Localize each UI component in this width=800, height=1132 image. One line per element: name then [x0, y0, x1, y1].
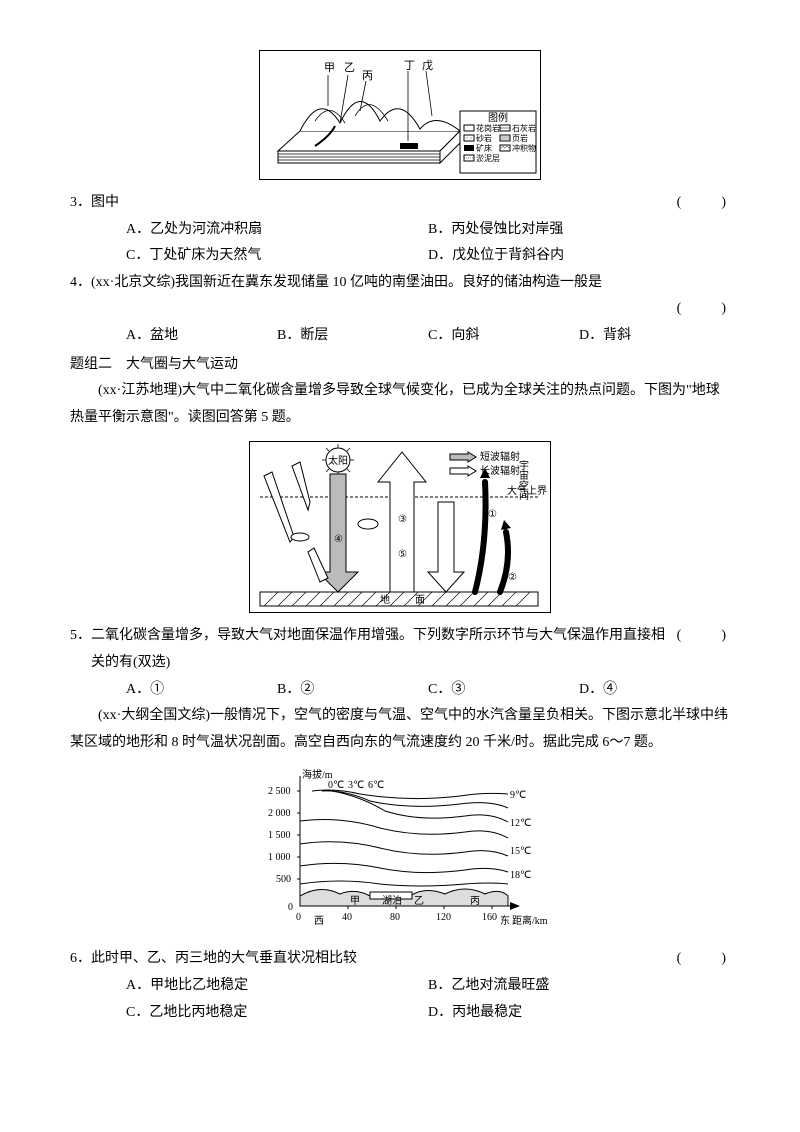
- q3-option-b: B．丙处侵蚀比对岸强: [428, 217, 730, 244]
- q3-answer-box: ( ): [677, 190, 730, 217]
- q6-option-c: C．乙地比丙地稳定: [126, 1000, 428, 1027]
- q6-text: 此时甲、乙、丙三地的大气垂直状况相比较: [91, 946, 677, 973]
- q5-option-c: C．③: [428, 677, 579, 704]
- svg-text:图例: 图例: [488, 111, 508, 124]
- svg-text:6℃: 6℃: [368, 780, 384, 791]
- svg-text:0: 0: [288, 902, 293, 913]
- svg-text:0℃: 0℃: [328, 780, 344, 791]
- q3-options-row2: C．丁处矿床为天然气 D．戊处位于背斜谷内: [70, 243, 730, 270]
- q5-options: A．① B．② C．③ D．④: [70, 677, 730, 704]
- q6-options-row1: A．甲地比乙地稳定 B．乙地对流最旺盛: [70, 973, 730, 1000]
- svg-text:40: 40: [342, 912, 352, 923]
- svg-text:2 000: 2 000: [268, 808, 291, 819]
- q4-number: 4．: [70, 270, 91, 297]
- svg-text:丙: 丙: [470, 896, 480, 907]
- svg-text:18℃: 18℃: [510, 870, 531, 881]
- figure-5-heat-balance: 地面 大气上界 太阳 ④ ⑤ ③: [249, 441, 551, 613]
- page: 甲 乙 丙 丁 戊 图例 花岗岩 石灰岩 砂岩 页岩 矿床 冲积物 淤泥层 3．…: [0, 0, 800, 1132]
- q5-option-a: A．①: [126, 677, 277, 704]
- q5-number: 5．: [70, 623, 91, 650]
- svg-text:1 000: 1 000: [268, 852, 291, 863]
- q6-option-b: B．乙地对流最旺盛: [428, 973, 730, 1000]
- svg-text:太阳: 太阳: [328, 454, 348, 467]
- figure-3-geology: 甲 乙 丙 丁 戊 图例 花岗岩 石灰岩 砂岩 页岩 矿床 冲积物 淤泥层: [259, 50, 541, 180]
- q4-option-b: B．断层: [277, 323, 428, 350]
- svg-text:120: 120: [436, 912, 451, 923]
- svg-text:160: 160: [482, 912, 497, 923]
- svg-text:面: 面: [415, 595, 425, 606]
- svg-text:②: ②: [508, 572, 517, 583]
- svg-text:东: 东: [500, 914, 510, 927]
- q4-text: (xx·北京文综)我国新近在冀东发现储量 10 亿吨的南堡油田。良好的储油构造一…: [91, 270, 730, 297]
- svg-text:9℃: 9℃: [510, 790, 526, 801]
- svg-text:距离/km: 距离/km: [512, 914, 548, 927]
- svg-text:丙: 丙: [362, 70, 373, 82]
- svg-text:500: 500: [276, 874, 291, 885]
- svg-text:甲: 甲: [350, 896, 360, 907]
- svg-text:西: 西: [314, 916, 324, 927]
- paragraph-q6-7: (xx·大纲全国文综)一般情况下，空气的密度与气温、空气中的水汽含量呈负相关。下…: [70, 703, 730, 756]
- svg-text:短波辐射: 短波辐射: [480, 450, 520, 463]
- svg-text:0: 0: [296, 912, 301, 923]
- svg-text:花岗岩: 花岗岩: [476, 123, 500, 133]
- svg-text:2 500: 2 500: [268, 786, 291, 797]
- svg-text:戊: 戊: [422, 59, 433, 72]
- svg-text:地: 地: [380, 593, 390, 606]
- q3-number: 3．: [70, 190, 91, 217]
- question-3: 3． 图中 ( ): [70, 190, 730, 217]
- svg-text:湖泊: 湖泊: [382, 895, 402, 907]
- q4-options: A．盆地 B．断层 C．向斜 D．背斜: [70, 323, 730, 350]
- q5-text: 二氧化碳含量增多，导致大气对地面保温作用增强。下列数字所示环节与大气保温作用直接…: [91, 623, 677, 676]
- svg-text:1 500: 1 500: [268, 830, 291, 841]
- q5-option-b: B．②: [277, 677, 428, 704]
- svg-text:乙: 乙: [414, 895, 424, 907]
- svg-text:乙: 乙: [344, 61, 355, 74]
- q4-paren-line: ( ): [70, 296, 730, 323]
- svg-text:宇宙空间: 宇宙空间: [517, 459, 529, 501]
- svg-text:12℃: 12℃: [510, 818, 531, 829]
- group-2-title: 题组二 大气圈与大气运动: [70, 352, 730, 379]
- svg-text:丁: 丁: [404, 60, 415, 72]
- q4-answer-box: ( ): [677, 296, 730, 323]
- q4-option-a: A．盆地: [126, 323, 277, 350]
- svg-text:淤泥层: 淤泥层: [476, 153, 500, 163]
- figure-6-isotherm: 海拔/m 距离/km 2 500 2 000 1 500 1 000 500 0…: [250, 766, 550, 936]
- svg-text:④: ④: [334, 534, 343, 545]
- svg-text:矿床: 矿床: [476, 143, 492, 153]
- question-5: 5． 二氧化碳含量增多，导致大气对地面保温作用增强。下列数字所示环节与大气保温作…: [70, 623, 730, 676]
- group-2-paragraph: (xx·江苏地理)大气中二氧化碳含量增多导致全球气候变化，已成为全球关注的热点问…: [70, 378, 730, 431]
- svg-text:冲积物: 冲积物: [512, 143, 536, 153]
- q3-option-a: A．乙处为河流冲积扇: [126, 217, 428, 244]
- svg-text:⑤: ⑤: [398, 549, 407, 560]
- svg-text:15℃: 15℃: [510, 846, 531, 857]
- svg-text:80: 80: [390, 912, 400, 923]
- q6-number: 6．: [70, 946, 91, 973]
- svg-text:甲: 甲: [324, 62, 335, 74]
- question-6: 6． 此时甲、乙、丙三地的大气垂直状况相比较 ( ): [70, 946, 730, 973]
- q5-answer-box: ( ): [677, 623, 730, 650]
- q5-option-d: D．④: [579, 677, 730, 704]
- q4-option-c: C．向斜: [428, 323, 579, 350]
- svg-text:3℃: 3℃: [348, 780, 364, 791]
- q3-options-row1: A．乙处为河流冲积扇 B．丙处侵蚀比对岸强: [70, 217, 730, 244]
- q3-option-c: C．丁处矿床为天然气: [126, 243, 428, 270]
- svg-text:页岩: 页岩: [512, 133, 528, 143]
- q6-answer-box: ( ): [677, 946, 730, 973]
- q3-option-d: D．戊处位于背斜谷内: [428, 243, 730, 270]
- svg-text:①: ①: [488, 509, 497, 520]
- q6-option-a: A．甲地比乙地稳定: [126, 973, 428, 1000]
- q4-option-d: D．背斜: [579, 323, 730, 350]
- svg-text:长波辐射: 长波辐射: [480, 464, 520, 477]
- q3-text: 图中: [91, 190, 677, 217]
- svg-text:石灰岩: 石灰岩: [512, 123, 536, 133]
- q6-option-d: D．丙地最稳定: [428, 1000, 730, 1027]
- svg-text:③: ③: [398, 514, 407, 525]
- q6-options-row2: C．乙地比丙地稳定 D．丙地最稳定: [70, 1000, 730, 1027]
- svg-text:砂岩: 砂岩: [476, 133, 492, 143]
- question-4: 4． (xx·北京文综)我国新近在冀东发现储量 10 亿吨的南堡油田。良好的储油…: [70, 270, 730, 297]
